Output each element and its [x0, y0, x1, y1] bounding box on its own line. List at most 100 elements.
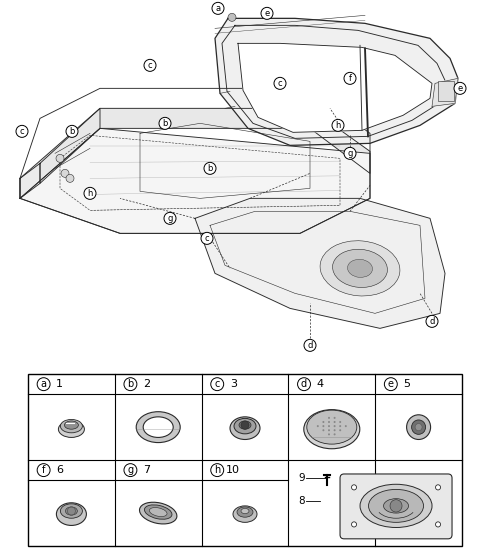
Text: c: c — [215, 379, 220, 389]
Circle shape — [334, 433, 336, 435]
Text: b: b — [69, 127, 75, 136]
Ellipse shape — [60, 419, 83, 433]
Circle shape — [328, 433, 330, 435]
Ellipse shape — [136, 412, 180, 443]
Circle shape — [323, 429, 324, 431]
Ellipse shape — [59, 421, 84, 438]
Text: 5: 5 — [403, 379, 410, 389]
Text: d: d — [307, 341, 312, 350]
Ellipse shape — [307, 410, 357, 444]
Text: d: d — [429, 317, 435, 326]
Circle shape — [334, 429, 336, 431]
Text: f: f — [42, 465, 45, 475]
Circle shape — [328, 429, 330, 431]
Text: 4: 4 — [316, 379, 324, 389]
Ellipse shape — [144, 505, 172, 519]
Circle shape — [351, 522, 357, 527]
Ellipse shape — [348, 259, 372, 278]
Ellipse shape — [241, 509, 249, 514]
Text: b: b — [127, 379, 133, 389]
Polygon shape — [20, 129, 370, 233]
Text: b: b — [162, 119, 168, 128]
Circle shape — [56, 155, 64, 162]
Circle shape — [328, 421, 330, 423]
Text: h: h — [214, 465, 220, 475]
Text: h: h — [87, 189, 93, 198]
Ellipse shape — [64, 421, 78, 429]
Circle shape — [328, 417, 330, 419]
Circle shape — [61, 170, 69, 177]
Circle shape — [334, 425, 336, 427]
Text: e: e — [457, 84, 463, 93]
Text: 2: 2 — [143, 379, 150, 389]
Text: g: g — [348, 149, 353, 158]
Polygon shape — [40, 109, 370, 183]
Ellipse shape — [230, 417, 260, 439]
Ellipse shape — [143, 417, 173, 438]
Circle shape — [339, 429, 341, 431]
Ellipse shape — [304, 409, 360, 449]
FancyBboxPatch shape — [438, 81, 454, 101]
Circle shape — [317, 425, 319, 427]
Ellipse shape — [65, 507, 77, 515]
Text: 10: 10 — [226, 465, 240, 475]
Polygon shape — [215, 18, 458, 145]
Text: 3: 3 — [230, 379, 237, 389]
Polygon shape — [20, 109, 100, 198]
Ellipse shape — [140, 502, 177, 524]
Ellipse shape — [369, 489, 423, 522]
Text: a: a — [216, 4, 221, 13]
Text: c: c — [20, 127, 24, 136]
Ellipse shape — [333, 249, 387, 288]
Circle shape — [339, 425, 341, 427]
Circle shape — [66, 175, 74, 182]
Text: 1: 1 — [56, 379, 63, 389]
Circle shape — [323, 421, 324, 423]
Text: 6: 6 — [56, 465, 63, 475]
Polygon shape — [20, 163, 40, 198]
Circle shape — [411, 420, 426, 434]
Ellipse shape — [237, 507, 253, 517]
Circle shape — [323, 425, 324, 427]
Ellipse shape — [239, 421, 251, 429]
Text: b: b — [207, 164, 213, 173]
Text: g: g — [127, 465, 133, 475]
Text: g: g — [168, 214, 173, 223]
Text: f: f — [348, 74, 351, 83]
Text: c: c — [204, 234, 209, 243]
Circle shape — [328, 425, 330, 427]
Ellipse shape — [233, 506, 257, 522]
Circle shape — [334, 417, 336, 419]
Text: h: h — [336, 121, 341, 130]
Circle shape — [334, 421, 336, 423]
Ellipse shape — [57, 503, 86, 525]
Ellipse shape — [384, 499, 408, 513]
Ellipse shape — [360, 484, 432, 527]
Ellipse shape — [234, 418, 256, 434]
Text: c: c — [148, 61, 152, 70]
Circle shape — [241, 421, 249, 429]
Circle shape — [339, 421, 341, 423]
Text: e: e — [388, 379, 394, 389]
Polygon shape — [195, 198, 445, 329]
FancyBboxPatch shape — [340, 474, 452, 539]
Circle shape — [351, 485, 357, 490]
Text: c: c — [278, 79, 282, 88]
Circle shape — [415, 424, 422, 431]
Ellipse shape — [320, 241, 400, 296]
Polygon shape — [432, 78, 458, 106]
Ellipse shape — [149, 507, 167, 516]
Text: 7: 7 — [143, 465, 150, 475]
Circle shape — [435, 522, 441, 527]
Circle shape — [345, 425, 347, 427]
Circle shape — [390, 500, 402, 512]
Text: 8: 8 — [299, 496, 305, 506]
Circle shape — [228, 13, 236, 22]
Ellipse shape — [60, 504, 83, 518]
Circle shape — [407, 415, 431, 439]
Text: d: d — [301, 379, 307, 389]
Text: e: e — [264, 9, 270, 18]
Text: 9: 9 — [299, 473, 305, 483]
Text: a: a — [41, 379, 47, 389]
Circle shape — [435, 485, 441, 490]
